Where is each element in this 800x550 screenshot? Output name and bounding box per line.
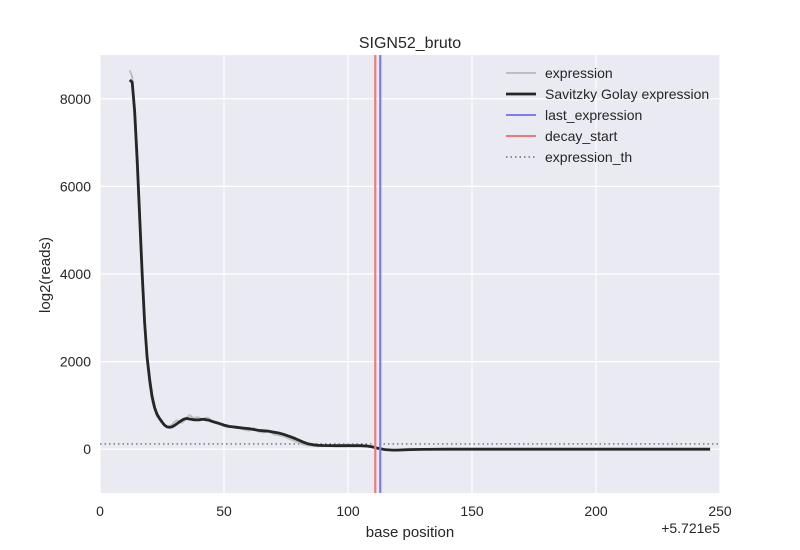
x-tick-labels: 0 50 100 150 200 250 (96, 503, 732, 519)
x-tick-label: 50 (216, 503, 232, 519)
y-tick-label: 4000 (60, 266, 91, 282)
legend-label: last_expression (545, 107, 642, 123)
x-tick-label: 100 (336, 503, 360, 519)
x-tick-label: 250 (708, 503, 732, 519)
y-tick-labels: 0 2000 4000 6000 8000 (60, 91, 91, 457)
y-tick-label: 6000 (60, 178, 91, 194)
y-tick-label: 8000 (60, 91, 91, 107)
grid (99, 55, 721, 493)
y-tick-label: 0 (83, 441, 91, 457)
chart-title: SIGN52_bruto (359, 35, 461, 52)
x-axis-label: base position (366, 524, 454, 541)
series-line-savitzky-golay-expression (128, 78, 711, 452)
legend-label: Savitzky Golay expression (545, 86, 709, 102)
x-tick-label: 0 (96, 503, 104, 519)
legend-label: decay_start (545, 128, 617, 144)
legend-label: expression_th (545, 149, 632, 165)
y-tick-label: 2000 (60, 354, 91, 370)
x-offset-label: +5.721e5 (661, 520, 720, 536)
x-tick-label: 150 (460, 503, 484, 519)
legend: expression Savitzky Golay expression last_… (506, 65, 709, 165)
legend-label: expression (545, 65, 613, 81)
x-tick-label: 200 (584, 503, 608, 519)
y-axis-label: log2(reads) (37, 237, 54, 313)
series-lines (100, 55, 720, 493)
